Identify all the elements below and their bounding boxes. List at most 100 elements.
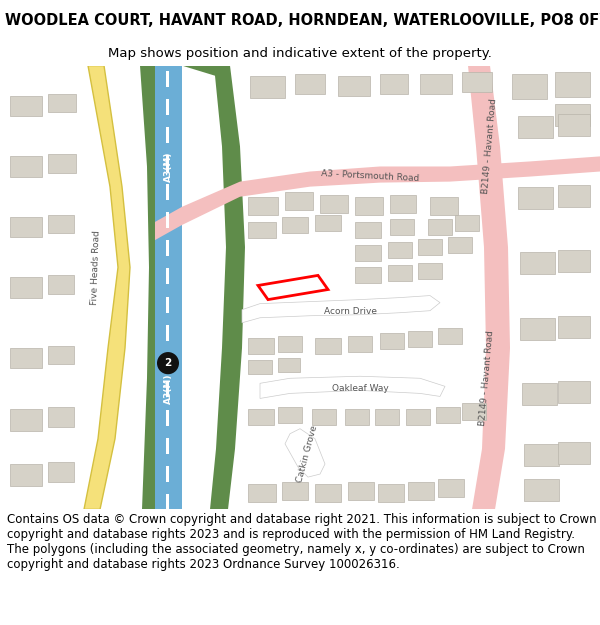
Polygon shape xyxy=(84,66,130,509)
Polygon shape xyxy=(355,268,381,284)
Bar xyxy=(166,99,169,115)
Polygon shape xyxy=(320,195,348,213)
Bar xyxy=(166,71,169,87)
Polygon shape xyxy=(420,74,452,94)
Polygon shape xyxy=(155,156,600,240)
Polygon shape xyxy=(48,462,74,482)
Polygon shape xyxy=(10,348,42,368)
Polygon shape xyxy=(380,74,408,94)
Polygon shape xyxy=(10,156,42,176)
Polygon shape xyxy=(348,336,372,352)
Polygon shape xyxy=(48,154,76,173)
Circle shape xyxy=(157,352,179,374)
Polygon shape xyxy=(518,116,553,138)
Polygon shape xyxy=(140,66,165,509)
Polygon shape xyxy=(558,316,590,338)
Polygon shape xyxy=(558,184,590,207)
Bar xyxy=(166,297,169,312)
Polygon shape xyxy=(378,484,404,502)
Polygon shape xyxy=(555,72,590,97)
Polygon shape xyxy=(418,239,442,255)
Polygon shape xyxy=(48,406,74,427)
Polygon shape xyxy=(248,360,272,374)
Bar xyxy=(166,156,169,171)
Polygon shape xyxy=(520,318,555,340)
Polygon shape xyxy=(524,479,559,501)
Bar xyxy=(166,409,169,426)
Polygon shape xyxy=(250,76,285,98)
Polygon shape xyxy=(555,104,590,126)
Text: B2149 - Havant Road: B2149 - Havant Road xyxy=(481,98,499,194)
Polygon shape xyxy=(248,222,276,238)
Polygon shape xyxy=(10,409,42,431)
Polygon shape xyxy=(345,409,369,424)
Polygon shape xyxy=(558,250,590,272)
Polygon shape xyxy=(418,263,442,279)
Polygon shape xyxy=(348,482,374,500)
Polygon shape xyxy=(520,253,555,274)
Polygon shape xyxy=(242,296,440,322)
Text: A3 - Portsmouth Road: A3 - Portsmouth Road xyxy=(321,169,419,184)
Polygon shape xyxy=(282,217,308,233)
Polygon shape xyxy=(282,482,308,500)
Polygon shape xyxy=(430,197,458,215)
Text: 2: 2 xyxy=(164,358,172,368)
Polygon shape xyxy=(315,484,341,502)
Polygon shape xyxy=(558,442,590,464)
Polygon shape xyxy=(512,74,547,99)
Text: B2149 - Havant Road: B2149 - Havant Road xyxy=(478,330,496,426)
Polygon shape xyxy=(436,406,460,422)
Bar xyxy=(166,212,169,228)
Polygon shape xyxy=(278,358,300,372)
Polygon shape xyxy=(48,94,76,112)
Polygon shape xyxy=(390,219,414,235)
Polygon shape xyxy=(260,376,445,399)
Polygon shape xyxy=(248,409,274,424)
Polygon shape xyxy=(355,245,381,261)
Polygon shape xyxy=(338,76,370,96)
Polygon shape xyxy=(390,195,416,213)
Polygon shape xyxy=(278,336,302,352)
Polygon shape xyxy=(448,237,472,253)
Polygon shape xyxy=(388,242,412,258)
Polygon shape xyxy=(10,278,42,298)
Bar xyxy=(166,494,169,511)
Polygon shape xyxy=(315,338,341,354)
Polygon shape xyxy=(48,346,74,364)
Polygon shape xyxy=(10,217,42,237)
Text: Acorn Drive: Acorn Drive xyxy=(323,308,377,316)
Bar xyxy=(166,268,169,284)
Bar xyxy=(166,127,169,143)
Polygon shape xyxy=(462,404,486,419)
Polygon shape xyxy=(182,66,245,509)
Text: Catkin Grove: Catkin Grove xyxy=(295,424,319,484)
Polygon shape xyxy=(455,215,479,231)
Polygon shape xyxy=(48,276,74,294)
Bar xyxy=(166,325,169,341)
Polygon shape xyxy=(10,464,42,486)
Polygon shape xyxy=(248,197,278,215)
Polygon shape xyxy=(558,381,590,404)
Polygon shape xyxy=(10,96,42,116)
Polygon shape xyxy=(438,479,464,498)
Text: Contains OS data © Crown copyright and database right 2021. This information is : Contains OS data © Crown copyright and d… xyxy=(7,513,597,571)
Polygon shape xyxy=(355,222,381,238)
Polygon shape xyxy=(375,409,399,424)
Bar xyxy=(166,240,169,256)
Polygon shape xyxy=(355,197,383,215)
Polygon shape xyxy=(406,409,430,424)
Polygon shape xyxy=(155,66,182,509)
Polygon shape xyxy=(522,383,557,406)
Polygon shape xyxy=(462,72,492,92)
Bar xyxy=(166,184,169,200)
Polygon shape xyxy=(278,406,302,422)
Polygon shape xyxy=(438,328,462,344)
Polygon shape xyxy=(48,215,74,233)
Polygon shape xyxy=(248,484,276,502)
Polygon shape xyxy=(312,409,336,424)
Bar xyxy=(166,438,169,454)
Text: A3(M): A3(M) xyxy=(163,373,173,404)
Polygon shape xyxy=(468,66,510,509)
Polygon shape xyxy=(248,338,274,354)
Text: A3(M): A3(M) xyxy=(163,151,173,182)
